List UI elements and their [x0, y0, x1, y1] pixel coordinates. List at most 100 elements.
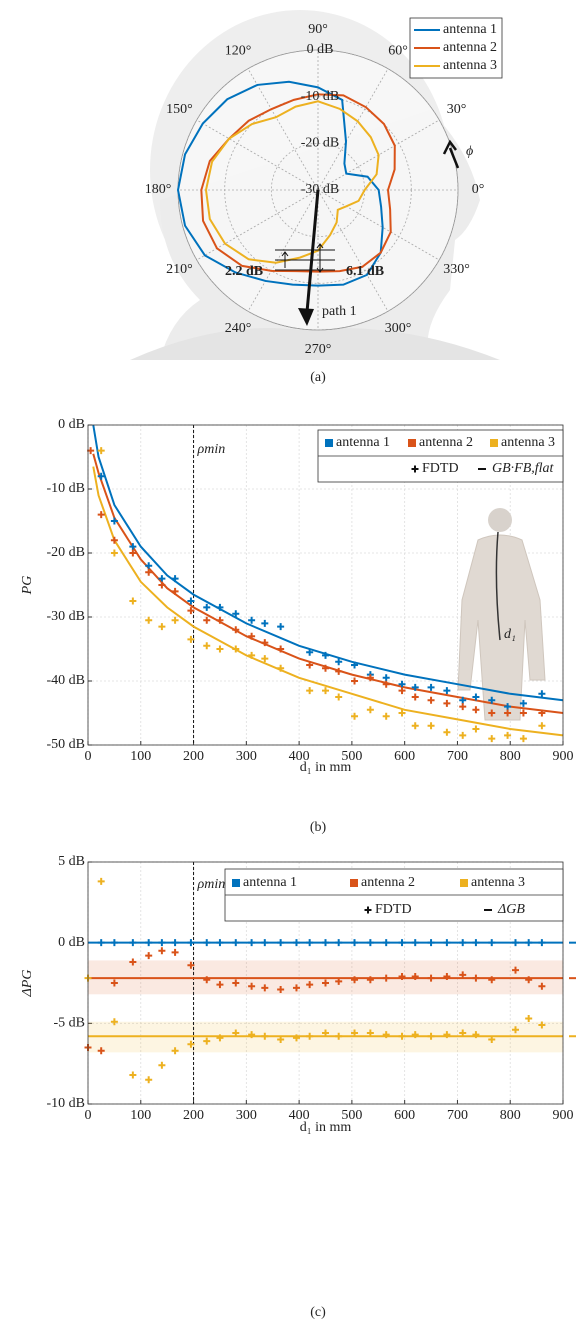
fdtd-point: [322, 687, 329, 695]
legend-label: GB·FB,flat: [492, 461, 555, 476]
fdtd-point: [472, 725, 480, 733]
fdtd-point: [97, 511, 105, 519]
fdtd-point: [129, 549, 137, 557]
fdtd-point: [351, 677, 359, 685]
polar-curve: [200, 93, 396, 273]
polar-spoke: [317, 189, 389, 312]
polar-ring: [177, 49, 459, 331]
fdtd-point: [351, 976, 359, 984]
fdtd-point: [292, 984, 300, 992]
fit-curve: [92, 424, 564, 702]
fdtd-point: [472, 706, 480, 714]
fdtd-point: [203, 603, 211, 611]
x-tick-label: 0: [85, 749, 92, 764]
x-tick-label: 900: [553, 749, 574, 764]
fdtd-point: [261, 655, 269, 663]
fdtd-point: [97, 447, 105, 455]
fdtd-point: [110, 536, 118, 544]
fdtd-point: [306, 648, 314, 656]
legend-label: antenna 3: [443, 58, 497, 73]
fdtd-point: [538, 722, 546, 730]
fdtd-point: [187, 635, 195, 643]
x-axis-label: d₁ in mm: [300, 1120, 352, 1135]
axes-box: [87, 424, 564, 746]
fdtd-point: [443, 939, 451, 947]
x-tick-label: 300: [236, 749, 257, 764]
x-tick-label: 300: [236, 1108, 257, 1123]
fdtd-point: [232, 645, 240, 653]
fdtd-point: [335, 939, 343, 947]
fdtd-point: [306, 981, 314, 989]
fdtd-point: [306, 939, 314, 947]
inset-path: [495, 531, 501, 641]
fdtd-point: [261, 1032, 269, 1040]
x-tick-label: 900: [553, 1108, 574, 1123]
fdtd-point: [171, 587, 179, 595]
rho-min-label: ρmin: [197, 442, 226, 457]
caption: (a): [310, 370, 326, 385]
legend-label: antenna 2: [361, 875, 415, 890]
x-tick-label: 600: [394, 749, 415, 764]
legend-label: antenna 3: [471, 875, 525, 890]
x-axis-label: d₁ in mm: [300, 760, 352, 775]
fdtd-point: [171, 1047, 179, 1055]
x-tick-label: 100: [130, 1108, 151, 1123]
fdtd-point: [459, 971, 467, 979]
polar-spoke: [247, 68, 319, 191]
legend-swatch: [232, 879, 240, 887]
fdtd-point: [145, 952, 153, 960]
fdtd-point: [366, 706, 374, 714]
fdtd-point: [538, 690, 546, 698]
fdtd-point: [248, 1031, 256, 1039]
fdtd-point: [129, 939, 137, 947]
legend-label: antenna 1: [443, 22, 497, 37]
fdtd-point: [97, 472, 105, 480]
fdtd-point: [538, 709, 546, 717]
fdtd-point: [398, 939, 406, 947]
y-tick-label: 0 dB: [58, 935, 85, 950]
fdtd-point: [158, 939, 166, 947]
angle-label: 30°: [447, 102, 467, 117]
polar-spoke: [196, 119, 319, 191]
fdtd-point: [187, 607, 195, 615]
fdtd-point: [216, 981, 224, 989]
fdtd-point: [459, 703, 467, 711]
y-axis-label: PG: [20, 576, 35, 596]
fdtd-point: [382, 674, 390, 682]
fdtd-point: [427, 1032, 435, 1040]
fdtd-point: [306, 661, 314, 669]
legend-label: antenna 2: [443, 40, 497, 55]
fdtd-point: [488, 976, 496, 984]
fdtd-point: [488, 696, 496, 704]
fdtd-point: [512, 1026, 519, 1034]
fdtd-point: [459, 696, 467, 704]
polar-curve: [204, 100, 380, 264]
fdtd-point: [443, 728, 451, 736]
fdtd-point: [261, 639, 269, 647]
r-tick-label: -20 dB: [301, 136, 340, 151]
fdtd-point: [110, 1018, 118, 1026]
fdtd-point: [382, 1031, 390, 1039]
caption: (c): [310, 1305, 326, 1320]
y-tick-label: -5 dB: [54, 1016, 86, 1031]
legend-swatch: [325, 439, 333, 447]
polar-curve: [176, 80, 384, 287]
fdtd-point: [472, 939, 480, 947]
fdtd-point: [203, 976, 211, 984]
fdtd-point: [145, 939, 153, 947]
fdtd-point: [335, 977, 343, 985]
fdtd-point: [171, 948, 179, 956]
y-tick-label: 5 dB: [58, 854, 85, 869]
fdtd-point: [382, 939, 390, 947]
fdtd-point: [277, 645, 285, 653]
fdtd-point: [232, 626, 240, 634]
legend-label: antenna 3: [501, 435, 555, 450]
legend-swatch: [408, 439, 416, 447]
fdtd-point: [97, 939, 105, 947]
fdtd-point: [203, 1037, 211, 1045]
angle-label: 60°: [388, 44, 408, 59]
legend-swatch: [460, 879, 468, 887]
x-tick-label: 800: [500, 749, 521, 764]
fdtd-point: [110, 979, 118, 987]
fdtd-point: [427, 974, 435, 982]
